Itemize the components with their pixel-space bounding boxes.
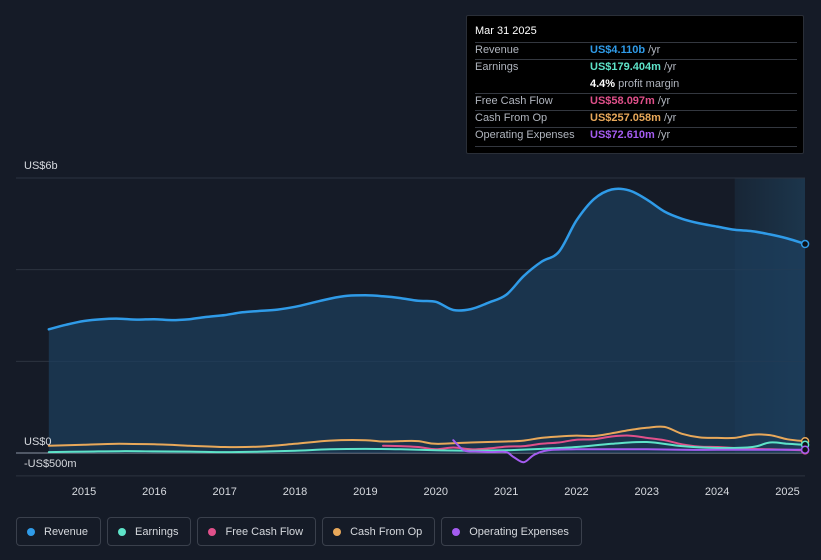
tooltip-value: US$257.058m /yr [590,112,677,124]
tooltip-row-free-cash-flow: Free Cash Flow US$58.097m /yr [475,93,797,110]
legend-label: Revenue [44,525,89,538]
legend-item-free-cash-flow[interactable]: Free Cash Flow [197,517,317,546]
y-axis-label: -US$500m [24,458,77,470]
cash-from-op-dot-icon [333,527,342,536]
revenue-area [48,188,806,453]
tooltip-divider [475,59,797,60]
y-axis-label: US$0 [24,436,52,448]
revenue-end-marker [800,239,810,249]
legend-label: Operating Expenses [469,525,569,538]
legend-item-operating-expenses[interactable]: Operating Expenses [441,517,582,546]
legend-item-revenue[interactable]: Revenue [16,517,102,546]
tooltip-divider [475,127,797,128]
tooltip-divider [475,146,797,147]
operating-expenses-end-marker [800,445,810,454]
x-axis-label: 2018 [283,486,307,498]
tooltip-label: Earnings [475,61,519,73]
legend: Revenue Earnings Free Cash Flow Cash Fro… [16,517,582,547]
tooltip-value: US$72.610m /yr [590,129,671,141]
x-axis-label: 2025 [775,486,799,498]
x-axis-label: 2019 [353,486,377,498]
tooltip-date: Mar 31 2025 [475,25,537,37]
tooltip-row-cash-from-op: Cash From Op US$257.058m /yr [475,110,797,127]
legend-label: Earnings [135,525,179,538]
tooltip-label: Revenue [475,44,520,56]
legend-item-earnings[interactable]: Earnings [107,517,192,546]
tooltip-row-revenue: Revenue US$4.110b /yr [475,42,797,59]
tooltip-label: Operating Expenses [475,129,575,141]
tooltip-row-earnings: Earnings US$179.404m /yr [475,59,797,76]
x-axis-label: 2015 [72,486,96,498]
tooltip-value: US$4.110b /yr [590,44,661,56]
x-axis-label: 2017 [212,486,236,498]
legend-label: Cash From Op [350,525,423,538]
tooltip-divider [475,93,797,94]
legend-label: Free Cash Flow [225,525,304,538]
y-axis-label: US$6b [24,160,58,172]
tooltip-divider [475,42,797,43]
operating-expenses-line [452,439,807,464]
tooltip-value: US$179.404m /yr [590,61,677,73]
tooltip-value: 4.4% profit margin [590,78,680,90]
tooltip-value: US$58.097m /yr [590,95,671,107]
tooltip-divider [475,110,797,111]
cash-from-op-line [47,425,807,449]
x-axis-label: 2020 [424,486,448,498]
tooltip-row-profit-margin: 4.4% profit margin [475,76,797,93]
chart-canvas: US$6b US$0 -US$500m 2015 2016 2017 2018 2019 202… [16,160,810,498]
tooltip-label: Free Cash Flow [475,95,553,107]
tooltip-panel: Mar 31 2025 Revenue US$4.110b /yr Earnin… [466,15,804,154]
x-axis-label: 2016 [142,486,166,498]
earnings-line [47,440,807,454]
x-axis-label: 2024 [705,486,729,498]
tooltip-row-operating-expenses: Operating Expenses US$72.610m /yr [475,127,797,144]
x-axis-label: 2021 [494,486,518,498]
earnings-dot-icon [118,527,127,536]
x-axis-label: 2023 [635,486,659,498]
x-axis-label: 2022 [564,486,588,498]
revenue-dot-icon [27,527,35,536]
legend-item-cash-from-op[interactable]: Cash From Op [322,517,436,546]
revenue-line [47,187,807,331]
tooltip-label: Cash From Op [475,112,548,124]
free-cash-flow-dot-icon [208,527,217,536]
operating-expenses-dot-icon [452,527,461,536]
